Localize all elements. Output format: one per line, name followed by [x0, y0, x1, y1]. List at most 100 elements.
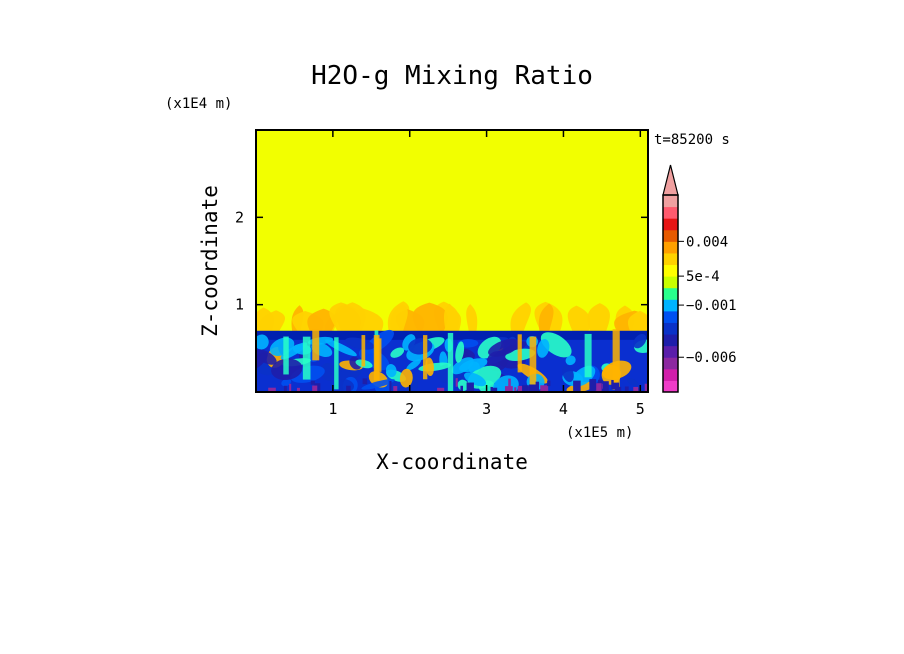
colorbar-label: −0.006: [686, 350, 737, 366]
x-tick-label: 4: [559, 400, 568, 418]
x-tick-label: 2: [405, 400, 414, 418]
surface-patch: [491, 387, 498, 392]
surface-patch: [522, 385, 529, 392]
surface-patch: [573, 380, 581, 392]
updraft: [373, 335, 380, 381]
surface-patch: [602, 381, 609, 392]
surface-patch: [611, 379, 614, 389]
plot-frame: [255, 129, 649, 393]
updraft: [612, 329, 620, 390]
turbulent-eddy: [385, 364, 397, 378]
plume: [329, 302, 364, 335]
colorbar-swatch: [663, 357, 678, 370]
plume: [307, 308, 337, 335]
updraft: [529, 336, 537, 389]
surface-patch: [460, 385, 464, 392]
x-axis-title: X-coordinate: [376, 450, 528, 474]
turbulent-eddy: [455, 341, 465, 363]
colorbar-swatch: [663, 310, 678, 323]
y-unit-label: (x1E4 m): [165, 96, 232, 112]
surface-patch: [437, 387, 445, 392]
turbulent-eddy: [457, 379, 469, 391]
colorbar-frame: [662, 194, 679, 393]
time-label: t=85200 s: [654, 132, 730, 148]
colorbar-swatch: [663, 206, 678, 219]
surface-patch: [466, 382, 474, 392]
x-tick-label: 3: [482, 400, 491, 418]
colorbar-swatch: [663, 334, 678, 347]
turbulent-eddy: [399, 368, 413, 388]
x-axis: 1 2 3 4 5: [328, 130, 645, 418]
colorbar-label: 0.004: [686, 234, 728, 250]
turbulent-eddy: [565, 355, 576, 366]
plume: [587, 303, 610, 335]
plume-layer: [256, 301, 648, 335]
turbulent-eddy: [488, 338, 520, 357]
plume: [390, 303, 408, 335]
colorbar-swatch: [663, 229, 678, 242]
turbulent-eddy: [406, 359, 421, 371]
surface-patch: [528, 384, 537, 392]
plume: [538, 303, 554, 335]
turbulent-eddy: [390, 347, 405, 358]
turbulent-eddy: [464, 372, 487, 387]
surface-patch: [514, 387, 517, 392]
surface-patch: [314, 383, 321, 392]
y-tick-label: 2: [235, 208, 244, 226]
surface-patch: [490, 386, 493, 392]
colorbar-label: 5e-4: [686, 269, 720, 285]
surface-patch: [535, 381, 540, 392]
turbulent-eddy: [281, 378, 292, 387]
updraft: [423, 335, 428, 380]
surface-patch: [268, 387, 276, 392]
colorbar-label: −0.001: [686, 298, 737, 314]
turbulent-eddy: [626, 378, 639, 387]
chart-title: H2O-g Mixing Ratio: [311, 61, 593, 91]
surface-patch: [389, 381, 392, 392]
turbulent-eddy: [345, 337, 375, 350]
plot-area: [256, 130, 648, 392]
surface-patch: [594, 383, 602, 392]
turbulent-eddy: [325, 339, 357, 357]
y-tick-label: 1: [235, 296, 244, 314]
surface-patch: [633, 386, 639, 392]
surface-patch: [296, 387, 300, 392]
updraft: [517, 334, 522, 373]
turbulent-eddy: [256, 334, 269, 350]
surface-patch: [362, 378, 368, 385]
x-tick-label: 1: [328, 400, 337, 418]
surface-patch: [624, 386, 629, 392]
colorbar-swatch: [663, 241, 678, 254]
updraft: [584, 333, 592, 378]
turbulent-eddy: [562, 364, 574, 383]
turbulent-eddy: [425, 357, 435, 377]
boundary-layer: [256, 329, 648, 392]
updraft: [312, 329, 320, 361]
plume: [443, 303, 456, 335]
updraft: [334, 337, 339, 390]
surface-patch: [504, 386, 513, 392]
colorbar-swatch: [663, 299, 678, 312]
surface-patch: [612, 382, 620, 390]
turbulent-eddy: [361, 379, 395, 390]
colorbar-swatch: [663, 264, 678, 277]
y-axis-title: Z-coordinate: [198, 185, 222, 337]
colorbar-swatch: [663, 276, 678, 289]
surface-patch: [289, 383, 292, 392]
turbulent-eddy: [256, 349, 277, 365]
x-tick-label: 5: [636, 400, 645, 418]
plume: [510, 302, 531, 335]
updraft: [447, 332, 454, 392]
colorbar-swatch: [663, 287, 678, 300]
colorbar-swatch: [663, 368, 678, 381]
colorbar-swatch: [663, 345, 678, 358]
surface-patch: [312, 385, 318, 392]
surface-patch: [393, 386, 398, 392]
surface-patch: [310, 380, 315, 385]
surface-patch: [614, 386, 622, 392]
x-unit-label: (x1E5 m): [566, 425, 633, 441]
turbulent-eddy: [540, 332, 572, 358]
updraft: [302, 336, 311, 380]
updraft: [361, 335, 366, 367]
